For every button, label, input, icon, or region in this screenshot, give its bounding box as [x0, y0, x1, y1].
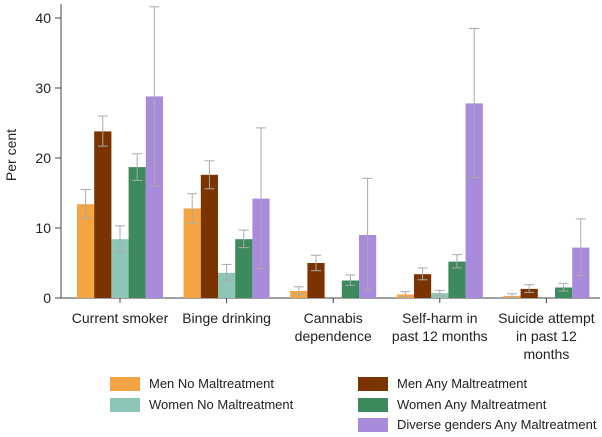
y-tick-label: 0 [43, 290, 51, 306]
bar [218, 272, 236, 298]
bar [111, 239, 129, 298]
x-tick-label: months [523, 346, 569, 362]
x-tick-label: Current smoker [72, 310, 169, 326]
y-tick-label: 30 [35, 80, 51, 96]
bar [200, 174, 218, 298]
bar [555, 287, 573, 298]
y-tick-label: 20 [35, 150, 51, 166]
bar [128, 167, 146, 298]
bar [183, 208, 201, 298]
bar [145, 96, 163, 299]
bar [520, 288, 538, 298]
x-tick-label: Suicide attempt [498, 310, 595, 326]
bar [235, 239, 253, 298]
y-tick-label: 10 [35, 220, 51, 236]
x-tick-label: Binge drinking [182, 310, 271, 326]
bar [94, 131, 112, 298]
bar [77, 204, 95, 298]
x-tick-label: dependence [295, 328, 372, 344]
x-tick-label: in past 12 [516, 328, 577, 344]
bar [341, 280, 359, 298]
y-tick-label: 40 [35, 10, 51, 26]
bar [448, 261, 466, 298]
bar [465, 103, 483, 299]
bar [307, 263, 325, 298]
x-tick-label: Self-harm in [402, 310, 477, 326]
y-axis-title: Per cent [3, 129, 19, 181]
x-tick-label: past 12 months [392, 328, 488, 344]
x-tick-label: Cannabis [304, 310, 363, 326]
